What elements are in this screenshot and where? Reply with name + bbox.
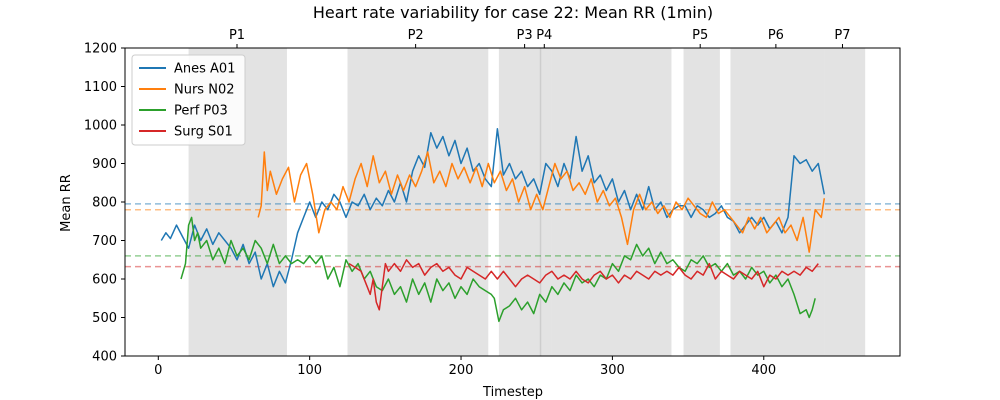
phase-bands	[188, 48, 866, 356]
legend-label: Anes A01	[174, 62, 235, 77]
y-tick-label: 800	[92, 196, 117, 211]
y-tick-label: 1200	[84, 42, 117, 57]
series-line	[160, 128, 826, 288]
y-tick-label: 1100	[84, 80, 117, 95]
y-tick-label: 500	[92, 311, 117, 326]
series-lines	[160, 128, 826, 323]
phase-band	[539, 48, 552, 356]
legend-label: Nurs N02	[174, 83, 234, 98]
y-tick-label: 400	[92, 350, 117, 365]
legend-label: Surg S01	[174, 125, 233, 140]
phase-label: P2	[408, 28, 424, 43]
mean-lines	[125, 203, 900, 268]
x-tick-label: 400	[751, 363, 776, 378]
phase-label: P4	[536, 28, 552, 43]
legend-box	[131, 54, 246, 146]
series-line	[257, 151, 826, 253]
phase-band	[730, 48, 825, 356]
phase-label: P3	[517, 28, 533, 43]
y-tick-label: 1000	[84, 119, 117, 134]
y-tick-label: 900	[92, 157, 117, 172]
x-tick-label: 100	[297, 363, 322, 378]
phase-label: P6	[768, 28, 784, 43]
x-tick-label: 0	[154, 363, 162, 378]
phase-label: P7	[834, 28, 850, 43]
series-line	[348, 259, 819, 311]
x-axis-label: Timestep	[482, 385, 543, 400]
legend-label: Perf P03	[174, 104, 228, 119]
phase-band	[683, 48, 720, 356]
axes: P1 P2 P3 P4 P5 P6 P7 0 100 200 300 400 400 500 600 700 8…	[84, 28, 901, 378]
y-tick-label: 700	[92, 234, 117, 249]
y-tick-label: 600	[92, 273, 117, 288]
y-axis-label: Mean RR	[59, 174, 74, 232]
phase-label: P5	[692, 28, 708, 43]
x-tick-label: 200	[449, 363, 474, 378]
phase-band	[824, 48, 866, 356]
phase-band	[347, 48, 489, 356]
series-line	[180, 216, 816, 323]
legend: Anes A01 Nurs N02 Perf P03 Surg S01	[131, 54, 246, 146]
chart-title: Heart rate variability for case 22: Mean…	[313, 3, 713, 22]
phase-label: P1	[229, 28, 245, 43]
x-tick-label: 300	[600, 363, 625, 378]
